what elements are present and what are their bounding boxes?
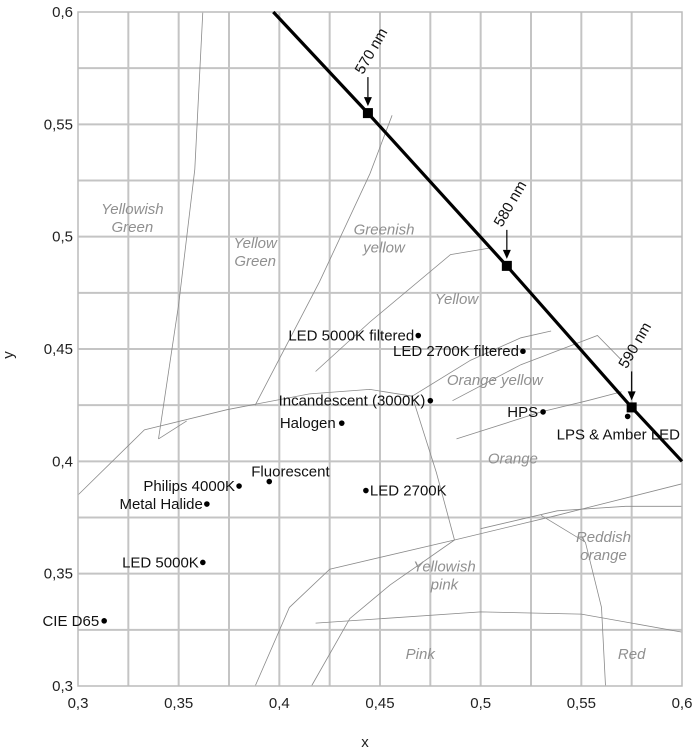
region-label: Orange yellow [447,372,544,389]
light-source-label: Metal Halide [119,496,202,513]
x-tick-label: 0,55 [567,695,596,712]
wavelength-marker-square [626,402,637,413]
region-boundary [456,391,622,440]
x-axis-label: x [361,734,369,751]
region-boundary [309,388,413,397]
region-label: Yellowish pink [413,558,476,593]
region-boundary [254,115,393,406]
wavelength-arrow-head [502,249,511,259]
region-boundary [311,539,455,687]
light-source-point [200,559,206,566]
light-source-point [101,618,107,624]
light-source-point [236,483,242,489]
y-tick-label: 0,55 [44,116,73,133]
light-source-label: Fluorescent [251,464,330,481]
plot-frame [77,11,683,687]
y-tick-label: 0,5 [52,229,73,246]
x-tick-label: 0,5 [470,695,491,712]
region-label: Pink [406,646,437,663]
region-boundary [480,505,682,530]
light-source-label: HPS [507,404,538,421]
region-label: Reddish orange [576,529,631,564]
light-source-point [520,348,526,355]
x-tick-label: 0,45 [365,695,394,712]
y-axis-label: y [0,351,17,359]
region-boundary [158,11,204,439]
region-label: Orange [488,451,538,468]
y-tick-label: 0,35 [44,566,73,583]
region-label: Red [618,646,646,663]
x-tick-label: 0,6 [672,695,693,712]
region-boundaries [77,11,683,687]
x-tick-label: 0,3 [68,695,89,712]
light-source-label: LED 2700K [370,483,447,500]
light-source-point [427,397,434,404]
wavelength-arrow-head [363,97,372,107]
y-tick-label: 0,6 [52,4,73,21]
region-label: Greenish yellow [354,221,415,256]
light-source-label: LED 5000K [122,554,199,571]
x-tick-labels: 0,3 0,35 0,4 0,45 0,5 0,55 0,6 [68,695,693,712]
region-label: Yellow [435,291,480,308]
region-boundary [254,539,455,687]
light-source-point [266,478,273,485]
y-tick-label: 0,45 [44,341,73,358]
region-boundary [158,420,187,440]
region-label: Yellowish Green [101,201,164,236]
region-label: Yellow Green [233,235,278,270]
region-boundary [454,483,683,541]
region-boundary [452,335,622,402]
y-tick-label: 0,3 [52,678,73,695]
light-source-label: Incandescent (3000K) [279,393,426,410]
light-source-label: LED 2700K filtered [393,343,519,360]
x-tick-label: 0,35 [164,695,193,712]
light-source-point [204,501,210,507]
light-source-point [338,420,345,426]
region-boundary [411,396,455,541]
light-source-point [363,487,369,494]
light-source-label: LPS & Amber LED [557,426,681,443]
light-source-point [415,332,422,339]
x-tick-label: 0,4 [269,695,290,712]
wavelength-arrow-head [627,391,636,401]
light-source-point [624,413,631,420]
region-boundary [77,393,310,496]
region-boundary [411,330,552,397]
light-source-label: Halogen [280,415,336,432]
wavelength-marker-square [501,260,512,271]
light-source-label: LED 5000K filtered [288,328,414,345]
y-tick-label: 0,4 [52,453,73,470]
y-tick-labels: 0,3 0,35 0,4 0,45 0,5 0,55 0,6 [44,4,73,695]
wavelength-marker-square [362,108,373,119]
region-boundary [315,247,491,372]
region-boundary [540,514,606,687]
region-labels: Yellowish Green Yellow Green Greenish yellow Y… [101,201,646,663]
light-source-label: Philips 4000K [143,478,235,495]
region-boundary [315,611,683,633]
light-source-point [540,409,546,415]
light-source-label: CIE D65 [42,613,99,630]
